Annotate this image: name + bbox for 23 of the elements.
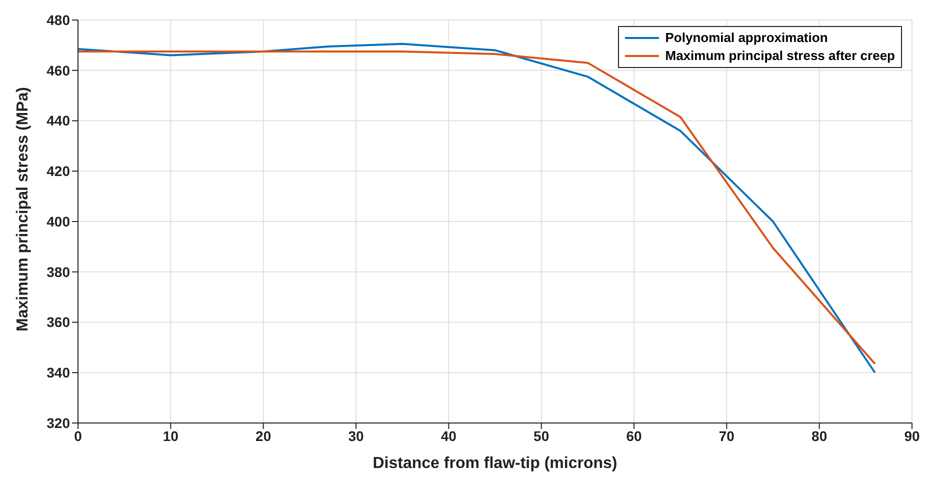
legend-label: Maximum principal stress after creep <box>665 47 895 65</box>
y-axis-title: Maximum principal stress (MPa) <box>14 86 32 332</box>
y-tick-label: 400 <box>46 213 70 230</box>
y-tick-label: 440 <box>46 112 70 129</box>
x-tick-label: 80 <box>812 428 828 444</box>
y-tick-label: 340 <box>46 364 70 381</box>
x-tick-label: 60 <box>626 428 642 444</box>
x-tick-label: 10 <box>162 428 179 444</box>
y-tick-label: 480 <box>46 12 70 28</box>
x-tick-label: 20 <box>256 428 272 444</box>
y-tick-label: 460 <box>46 62 70 78</box>
y-tick-label: 380 <box>46 264 70 280</box>
x-tick-label: 30 <box>348 428 364 444</box>
x-tick-label: 40 <box>440 428 457 444</box>
x-tick-label: 70 <box>718 428 735 444</box>
y-tick-label: 320 <box>46 414 70 431</box>
y-tick-label: 360 <box>46 314 70 330</box>
x-axis-title: Distance from flaw-tip (microns) <box>372 455 618 472</box>
y-tick-label: 420 <box>46 163 70 180</box>
x-tick-label: 90 <box>904 428 920 444</box>
legend-label: Polynomial approximation <box>665 29 828 47</box>
x-tick-label: 50 <box>534 428 550 444</box>
x-tick-label: 0 <box>74 428 82 444</box>
